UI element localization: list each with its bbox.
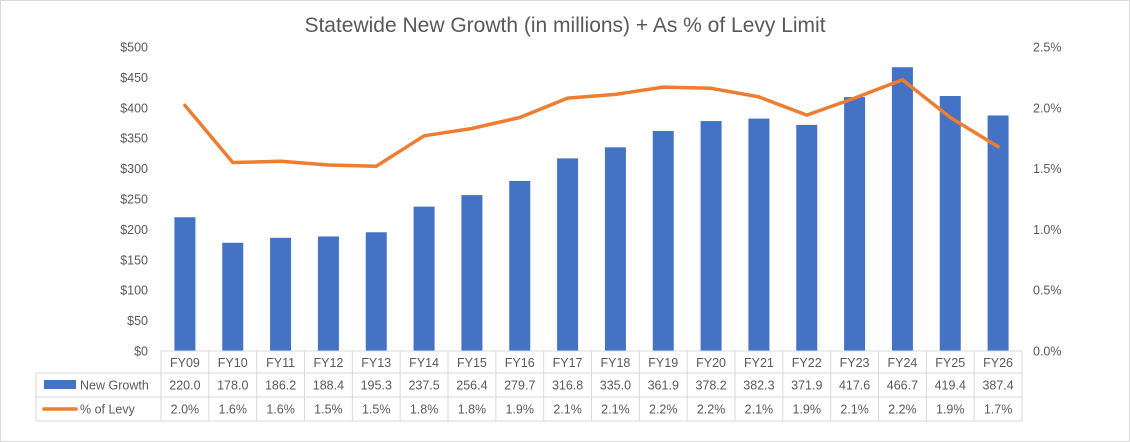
left-axis-tick-label: $150 (120, 253, 148, 267)
bar-fy24 (891, 67, 913, 351)
table-cell-levy-percent: 1.8% (410, 403, 439, 417)
table-cell-new-growth: 279.7 (504, 379, 535, 393)
bar-fy18 (604, 147, 626, 351)
bar-fy16 (509, 180, 531, 351)
category-label: FY25 (935, 356, 965, 370)
bar-fy26 (987, 115, 1009, 351)
category-label: FY16 (505, 356, 535, 370)
table-cell-levy-percent: 2.2% (649, 403, 678, 417)
table-cell-new-growth: 237.5 (408, 379, 439, 393)
table-cell-new-growth: 387.4 (982, 379, 1013, 393)
bar-fy13 (365, 232, 387, 351)
bar-fy10 (222, 242, 244, 351)
table-cell-levy-percent: 2.1% (745, 403, 774, 417)
legend-label-new-growth: New Growth (80, 379, 149, 393)
bar-fy19 (652, 130, 674, 351)
table-cell-levy-percent: 1.5% (362, 403, 391, 417)
bar-fy14 (413, 206, 435, 351)
right-axis-tick-label: 2.5% (1033, 41, 1062, 55)
category-label: FY23 (840, 356, 870, 370)
table-cell-new-growth: 178.0 (217, 379, 248, 393)
table-cell-new-growth: 316.8 (552, 379, 583, 393)
category-label: FY22 (792, 356, 822, 370)
left-axis-tick-label: $100 (120, 284, 148, 298)
table-cell-new-growth: 371.9 (791, 379, 822, 393)
table-cell-levy-percent: 2.1% (840, 403, 869, 417)
table-cell-new-growth: 419.4 (935, 379, 966, 393)
table-cell-levy-percent: 2.1% (553, 403, 582, 417)
levy-percent-line (183, 78, 1000, 168)
bar-fy09 (174, 217, 196, 351)
category-label: FY20 (696, 356, 726, 370)
category-label: FY18 (600, 356, 630, 370)
right-axis-tick-label: 0.0% (1033, 345, 1062, 359)
category-label: FY24 (887, 356, 917, 370)
table-cell-levy-percent: 2.2% (697, 403, 726, 417)
table-cell-levy-percent: 1.6% (219, 403, 248, 417)
table-cell-levy-percent: 2.0% (171, 403, 200, 417)
category-label: FY19 (648, 356, 678, 370)
table-cell-new-growth: 382.3 (743, 379, 774, 393)
bar-fy12 (317, 236, 339, 351)
category-label: FY14 (409, 356, 439, 370)
category-label: FY09 (170, 356, 200, 370)
table-cell-new-growth: 466.7 (887, 379, 918, 393)
left-axis-tick-label: $200 (120, 223, 148, 237)
category-label: FY11 (266, 356, 295, 370)
table-cell-levy-percent: 1.6% (266, 403, 295, 417)
table-cell-new-growth: 378.2 (695, 379, 726, 393)
table-cell-new-growth: 188.4 (313, 379, 344, 393)
legend-key-new-growth (44, 380, 76, 389)
left-axis-tick-label: $300 (120, 162, 148, 176)
table-cell-new-growth: 195.3 (361, 379, 392, 393)
right-axis-tick-label: 1.0% (1033, 223, 1062, 237)
table-cell-new-growth: 417.6 (839, 379, 870, 393)
right-axis-tick-label: 1.5% (1033, 162, 1062, 176)
table-cell-levy-percent: 2.1% (601, 403, 630, 417)
table-cell-levy-percent: 1.7% (984, 403, 1013, 417)
category-label: FY13 (361, 356, 391, 370)
table-cell-new-growth: 186.2 (265, 379, 296, 393)
category-label: FY17 (553, 356, 583, 370)
bar-fy11 (270, 237, 292, 351)
category-label: FY12 (313, 356, 343, 370)
left-axis-tick-label: $450 (120, 71, 148, 85)
left-axis-tick-label: $0 (134, 345, 148, 359)
table-cell-new-growth: 335.0 (600, 379, 631, 393)
table-cell-new-growth: 256.4 (456, 379, 487, 393)
table-cell-new-growth: 220.0 (169, 379, 200, 393)
bar-fy15 (461, 195, 483, 351)
left-axis-tick-label: $400 (120, 101, 148, 115)
table-cell-levy-percent: 2.2% (888, 403, 917, 417)
right-axis-tick-label: 0.5% (1033, 284, 1062, 298)
table-cell-levy-percent: 1.5% (314, 403, 343, 417)
right-axis-tick-label: 2.0% (1033, 101, 1062, 115)
category-label: FY15 (457, 356, 487, 370)
bar-fy20 (700, 121, 722, 351)
table-cell-new-growth: 361.9 (648, 379, 679, 393)
category-label: FY26 (983, 356, 1013, 370)
left-axis-tick-label: $350 (120, 132, 148, 146)
left-axis-tick-label: $500 (120, 41, 148, 55)
bar-fy17 (557, 158, 579, 351)
left-axis-tick-label: $250 (120, 193, 148, 207)
legend-label-levy: % of Levy (80, 403, 136, 417)
bar-fy22 (796, 124, 818, 352)
chart-title: Statewide New Growth (in millions) + As … (304, 14, 826, 37)
bar-fy21 (748, 118, 770, 351)
bar-fy23 (844, 97, 866, 351)
table-cell-levy-percent: 1.9% (506, 403, 535, 417)
category-label: FY21 (744, 356, 774, 370)
table-cell-levy-percent: 1.8% (458, 403, 487, 417)
left-axis-tick-label: $50 (127, 314, 148, 328)
table-cell-levy-percent: 1.9% (793, 403, 822, 417)
table-cell-levy-percent: 1.9% (936, 403, 965, 417)
bar-fy25 (939, 96, 961, 352)
category-label: FY10 (218, 356, 248, 370)
